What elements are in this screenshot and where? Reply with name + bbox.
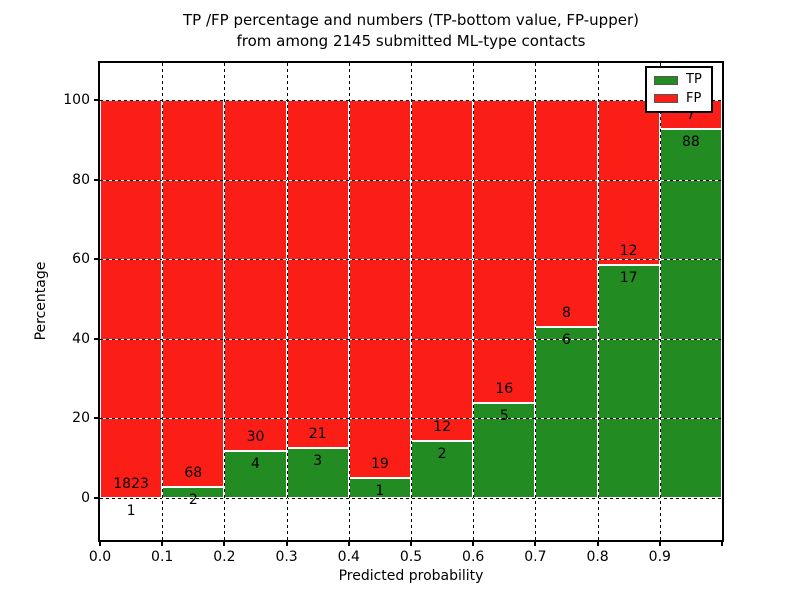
bar-segment-tp-9 xyxy=(659,129,722,498)
x-tick-8 xyxy=(596,542,599,546)
bar-segment-fp-6 xyxy=(473,100,536,404)
bar-label-fp-5: 12 xyxy=(433,419,451,436)
bar-segment-fp-0 xyxy=(100,100,163,498)
x-tick-label-0.6: 0.6 xyxy=(462,549,485,565)
x-tick-label-0.9: 0.9 xyxy=(648,549,671,565)
y-tick-60 xyxy=(94,258,98,261)
x-axis-label: Predicted probability xyxy=(338,568,484,584)
legend-entry-fp: FP xyxy=(654,90,704,106)
gridline-v-1 xyxy=(162,63,164,540)
x-tick-label-0.8: 0.8 xyxy=(586,549,609,565)
x-tick-label-0.5: 0.5 xyxy=(399,549,423,565)
bar-segment-fp-5 xyxy=(411,100,474,442)
bar-label-tp-9: 88 xyxy=(681,134,700,151)
bar-segment-fp-1 xyxy=(162,100,225,487)
y-tick-label-60: 60 xyxy=(72,251,90,268)
gridline-v-6 xyxy=(473,63,475,540)
x-tick-0 xyxy=(99,542,101,546)
x-tick-5 xyxy=(410,542,412,546)
bar-label-tp-3: 3 xyxy=(313,453,323,470)
y-tick-label-0: 0 xyxy=(81,490,90,506)
legend-entry-tp: TP xyxy=(654,73,704,87)
x-tick-6 xyxy=(472,542,475,546)
y-tick-0 xyxy=(94,497,98,499)
bar-label-fp-6: 16 xyxy=(495,381,514,398)
bar-label-fp-9: 7 xyxy=(686,107,696,124)
legend-label-fp: FP xyxy=(686,90,702,106)
bar-label-tp-5: 2 xyxy=(437,446,447,463)
x-tick-2 xyxy=(223,542,226,546)
bar-label-fp-4: 19 xyxy=(370,456,389,473)
x-tick-label-0.4: 0.4 xyxy=(337,549,360,565)
x-tick-label-0.1: 0.1 xyxy=(151,549,174,565)
bar-segment-fp-7 xyxy=(535,100,598,328)
bar-label-fp-1: 68 xyxy=(184,464,203,481)
y-tick-label-40: 40 xyxy=(72,330,90,347)
bar-segment-tp-5 xyxy=(411,441,474,498)
x-tick-label-0.0: 0.0 xyxy=(88,549,112,565)
bar-segment-fp-8 xyxy=(597,100,660,265)
bar-label-tp-2: 4 xyxy=(251,456,260,473)
gridline-v-2 xyxy=(224,63,226,540)
bar-label-fp-8: 12 xyxy=(619,242,638,259)
chart-title-line2: from among 2145 submitted ML-type contac… xyxy=(236,32,586,50)
gridline-v-3 xyxy=(286,63,288,540)
bar-segment-fp-3 xyxy=(286,100,349,449)
x-tick-4 xyxy=(347,542,350,546)
y-tick-label-20: 20 xyxy=(72,410,90,427)
x-tick-label-0.3: 0.3 xyxy=(275,549,298,565)
bar-segment-tp-2 xyxy=(224,451,287,498)
y-tick-label-100: 100 xyxy=(63,92,90,108)
fp-swatch-icon xyxy=(654,94,678,104)
gridline-v-8 xyxy=(597,63,599,540)
x-tick-7 xyxy=(534,542,537,546)
plot-area: 1823 1 68 2 30 4 21 3 19 1 12 2 16 5 8 6 12 17 7 88 xyxy=(98,61,724,542)
y-tick-100 xyxy=(94,99,98,101)
gridline-v-9 xyxy=(659,63,661,540)
bar-label-fp-2: 30 xyxy=(246,429,265,446)
chart-title: TP /FP percentage and numbers (TP-bottom… xyxy=(0,10,800,52)
x-tick-label-0.7: 0.7 xyxy=(524,549,547,565)
bar-segment-tp-7 xyxy=(535,327,598,498)
legend: TP FP xyxy=(645,66,713,113)
x-tick-label-0.2: 0.2 xyxy=(213,549,236,565)
bar-label-fp-0: 1823 xyxy=(113,475,149,492)
bar-label-fp-3: 21 xyxy=(308,426,327,443)
y-tick-40 xyxy=(94,337,98,340)
bar-segment-tp-3 xyxy=(286,448,349,498)
bar-label-tp-4: 1 xyxy=(375,483,385,500)
x-tick-1 xyxy=(161,542,164,546)
chart-title-line1: TP /FP percentage and numbers (TP-bottom… xyxy=(183,11,639,29)
gridline-v-4 xyxy=(348,63,350,540)
bar-label-tp-6: 5 xyxy=(499,408,509,425)
bar-segment-fp-2 xyxy=(224,100,287,452)
bar-label-tp-7: 6 xyxy=(562,332,571,349)
x-tick-3 xyxy=(285,542,288,546)
y-tick-label-80: 80 xyxy=(72,171,90,188)
bar-segment-fp-4 xyxy=(348,100,411,479)
bar-segment-tp-8 xyxy=(597,264,660,498)
tp-swatch-icon xyxy=(654,75,678,85)
legend-label-tp: TP xyxy=(686,72,702,88)
y-tick-20 xyxy=(94,417,98,420)
gridline-v-7 xyxy=(535,63,537,540)
bar-label-tp-0: 1 xyxy=(126,502,136,519)
bar-label-tp-1: 2 xyxy=(188,491,198,508)
y-tick-80 xyxy=(94,178,98,181)
x-tick-9 xyxy=(658,542,661,546)
gridline-v-5 xyxy=(411,63,412,540)
bar-label-fp-7: 8 xyxy=(562,305,571,322)
bar-label-tp-8: 17 xyxy=(619,269,638,286)
x-tick-10 xyxy=(721,542,723,546)
